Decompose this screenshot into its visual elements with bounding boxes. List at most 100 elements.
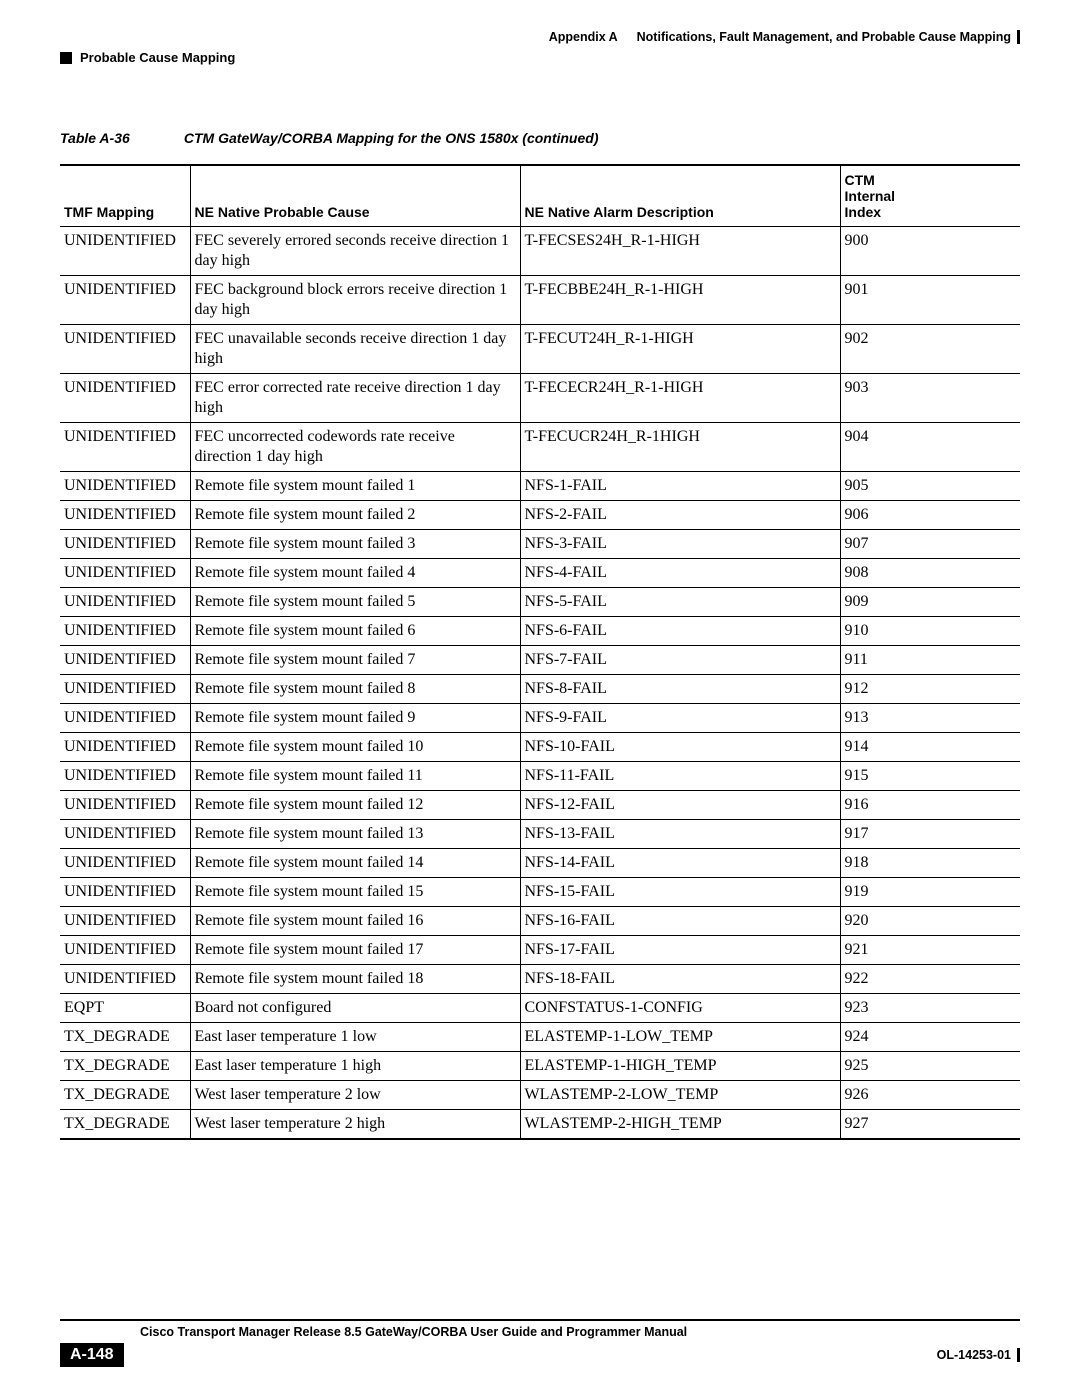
table-cell: 915: [840, 762, 1020, 791]
table-cell: Remote file system mount failed 15: [190, 878, 520, 907]
table-cell: Remote file system mount failed 14: [190, 849, 520, 878]
table-cell: Remote file system mount failed 18: [190, 965, 520, 994]
table-cell: T-FECUCR24H_R-1HIGH: [520, 423, 840, 472]
table-cell: Remote file system mount failed 4: [190, 559, 520, 588]
table-cell: UNIDENTIFIED: [60, 646, 190, 675]
col-ne-alarm-desc: NE Native Alarm Description: [520, 165, 840, 227]
table-cell: NFS-5-FAIL: [520, 588, 840, 617]
table-cell: 903: [840, 374, 1020, 423]
table-cell: NFS-10-FAIL: [520, 733, 840, 762]
table-cell: UNIDENTIFIED: [60, 530, 190, 559]
table-row: UNIDENTIFIEDRemote file system mount fai…: [60, 646, 1020, 675]
table-title: CTM GateWay/CORBA Mapping for the ONS 15…: [184, 130, 599, 146]
table-cell: 909: [840, 588, 1020, 617]
table-cell: UNIDENTIFIED: [60, 733, 190, 762]
manual-title: Cisco Transport Manager Release 8.5 Gate…: [60, 1325, 1020, 1339]
table-row: UNIDENTIFIEDFEC error corrected rate rec…: [60, 374, 1020, 423]
section-title: Probable Cause Mapping: [80, 50, 235, 65]
table-cell: UNIDENTIFIED: [60, 820, 190, 849]
table-cell: UNIDENTIFIED: [60, 472, 190, 501]
table-cell: UNIDENTIFIED: [60, 965, 190, 994]
table-cell: NFS-9-FAIL: [520, 704, 840, 733]
table-cell: NFS-8-FAIL: [520, 675, 840, 704]
table-cell: CONFSTATUS-1-CONFIG: [520, 994, 840, 1023]
table-label: Table A-36: [60, 130, 180, 146]
table-row: UNIDENTIFIEDRemote file system mount fai…: [60, 617, 1020, 646]
running-header: Appendix A Notifications, Fault Manageme…: [60, 30, 1020, 58]
header-right: Appendix A Notifications, Fault Manageme…: [549, 30, 1020, 44]
table-cell: NFS-15-FAIL: [520, 878, 840, 907]
table-row: UNIDENTIFIEDRemote file system mount fai…: [60, 501, 1020, 530]
table-cell: FEC severely errored seconds receive dir…: [190, 227, 520, 276]
table-cell: 912: [840, 675, 1020, 704]
table-cell: UNIDENTIFIED: [60, 675, 190, 704]
table-row: UNIDENTIFIEDRemote file system mount fai…: [60, 530, 1020, 559]
table-row: TX_DEGRADEEast laser temperature 1 lowEL…: [60, 1023, 1020, 1052]
footer-bar-icon: [1017, 1348, 1020, 1362]
table-cell: Remote file system mount failed 2: [190, 501, 520, 530]
table-cell: NFS-7-FAIL: [520, 646, 840, 675]
table-row: UNIDENTIFIEDRemote file system mount fai…: [60, 559, 1020, 588]
table-cell: FEC error corrected rate receive directi…: [190, 374, 520, 423]
table-cell: FEC background block errors receive dire…: [190, 276, 520, 325]
table-row: UNIDENTIFIEDRemote file system mount fai…: [60, 472, 1020, 501]
table-cell: NFS-3-FAIL: [520, 530, 840, 559]
table-body: UNIDENTIFIEDFEC severely errored seconds…: [60, 227, 1020, 1140]
table-cell: Remote file system mount failed 13: [190, 820, 520, 849]
table-cell: 911: [840, 646, 1020, 675]
table-cell: TX_DEGRADE: [60, 1052, 190, 1081]
table-cell: 924: [840, 1023, 1020, 1052]
table-cell: 919: [840, 878, 1020, 907]
table-cell: 918: [840, 849, 1020, 878]
table-cell: NFS-6-FAIL: [520, 617, 840, 646]
table-cell: 901: [840, 276, 1020, 325]
table-cell: 925: [840, 1052, 1020, 1081]
table-cell: NFS-1-FAIL: [520, 472, 840, 501]
table-cell: ELASTEMP-1-HIGH_TEMP: [520, 1052, 840, 1081]
page-number-badge: A-148: [60, 1343, 124, 1367]
table-cell: T-FECSES24H_R-1-HIGH: [520, 227, 840, 276]
table-cell: WLASTEMP-2-LOW_TEMP: [520, 1081, 840, 1110]
appendix-title: Notifications, Fault Management, and Pro…: [637, 30, 1011, 44]
table-cell: NFS-14-FAIL: [520, 849, 840, 878]
footer-line2: A-148 OL-14253-01: [60, 1343, 1020, 1367]
table-cell: TX_DEGRADE: [60, 1110, 190, 1140]
table-cell: NFS-4-FAIL: [520, 559, 840, 588]
table-cell: 906: [840, 501, 1020, 530]
table-cell: 926: [840, 1081, 1020, 1110]
table-cell: 907: [840, 530, 1020, 559]
table-row: UNIDENTIFIEDRemote file system mount fai…: [60, 762, 1020, 791]
table-row: UNIDENTIFIEDRemote file system mount fai…: [60, 849, 1020, 878]
table-cell: NFS-18-FAIL: [520, 965, 840, 994]
table-cell: 927: [840, 1110, 1020, 1140]
table-header-row: TMF Mapping NE Native Probable Cause NE …: [60, 165, 1020, 227]
table-cell: TX_DEGRADE: [60, 1081, 190, 1110]
table-cell: Remote file system mount failed 16: [190, 907, 520, 936]
table-cell: FEC uncorrected codewords rate receive d…: [190, 423, 520, 472]
table-cell: UNIDENTIFIED: [60, 617, 190, 646]
table-cell: Remote file system mount failed 17: [190, 936, 520, 965]
footer-rule: [60, 1319, 1020, 1321]
table-cell: East laser temperature 1 high: [190, 1052, 520, 1081]
table-cell: UNIDENTIFIED: [60, 501, 190, 530]
table-cell: T-FECUT24H_R-1-HIGH: [520, 325, 840, 374]
table-cell: UNIDENTIFIED: [60, 227, 190, 276]
header-left: Probable Cause Mapping: [60, 50, 235, 65]
table-row: UNIDENTIFIEDFEC uncorrected codewords ra…: [60, 423, 1020, 472]
square-bullet-icon: [60, 52, 72, 64]
table-cell: East laser temperature 1 low: [190, 1023, 520, 1052]
table-row: TX_DEGRADEWest laser temperature 2 highW…: [60, 1110, 1020, 1140]
table-cell: Remote file system mount failed 8: [190, 675, 520, 704]
doc-number-text: OL-14253-01: [937, 1348, 1011, 1362]
table-cell: UNIDENTIFIED: [60, 849, 190, 878]
table-cell: NFS-11-FAIL: [520, 762, 840, 791]
col-tmf-mapping: TMF Mapping: [60, 165, 190, 227]
table-cell: Remote file system mount failed 7: [190, 646, 520, 675]
table-cell: 902: [840, 325, 1020, 374]
mapping-table: TMF Mapping NE Native Probable Cause NE …: [60, 164, 1020, 1140]
col-ne-probable-cause: NE Native Probable Cause: [190, 165, 520, 227]
table-cell: EQPT: [60, 994, 190, 1023]
table-row: UNIDENTIFIEDRemote file system mount fai…: [60, 878, 1020, 907]
table-cell: 913: [840, 704, 1020, 733]
table-cell: West laser temperature 2 low: [190, 1081, 520, 1110]
